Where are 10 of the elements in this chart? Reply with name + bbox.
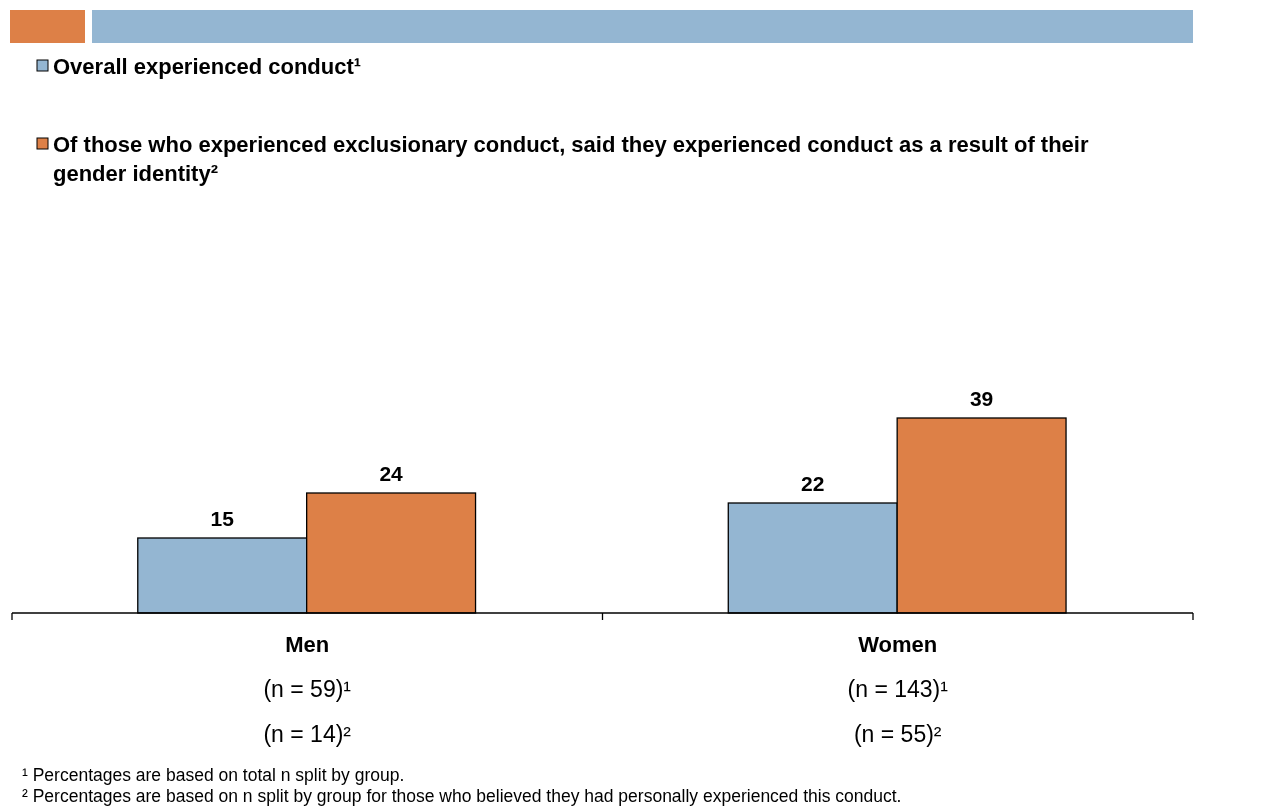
text: ¹ Percentages are based on total n split by group. [22, 765, 405, 785]
data-label: 24 [379, 462, 404, 485]
x-tick-label: Men (n = 59)¹ (n = 14)² [263, 632, 352, 747]
text: ² Percentages are based on n split by group for those who believed they had personally experienced this conduct. [22, 786, 902, 806]
legend-label: Of those who experienced exclusionary conduct, said they experienced conduct as a result of their gender identity² [53, 132, 1089, 186]
data-label: 39 [969, 387, 994, 410]
legend-label: Overall experienced conduct¹ [53, 54, 362, 79]
data-label: 15 [210, 507, 235, 530]
data-label: 22 [801, 472, 825, 495]
x-tick-label: Women (n = 143)¹ (n = 55)² [847, 632, 949, 747]
